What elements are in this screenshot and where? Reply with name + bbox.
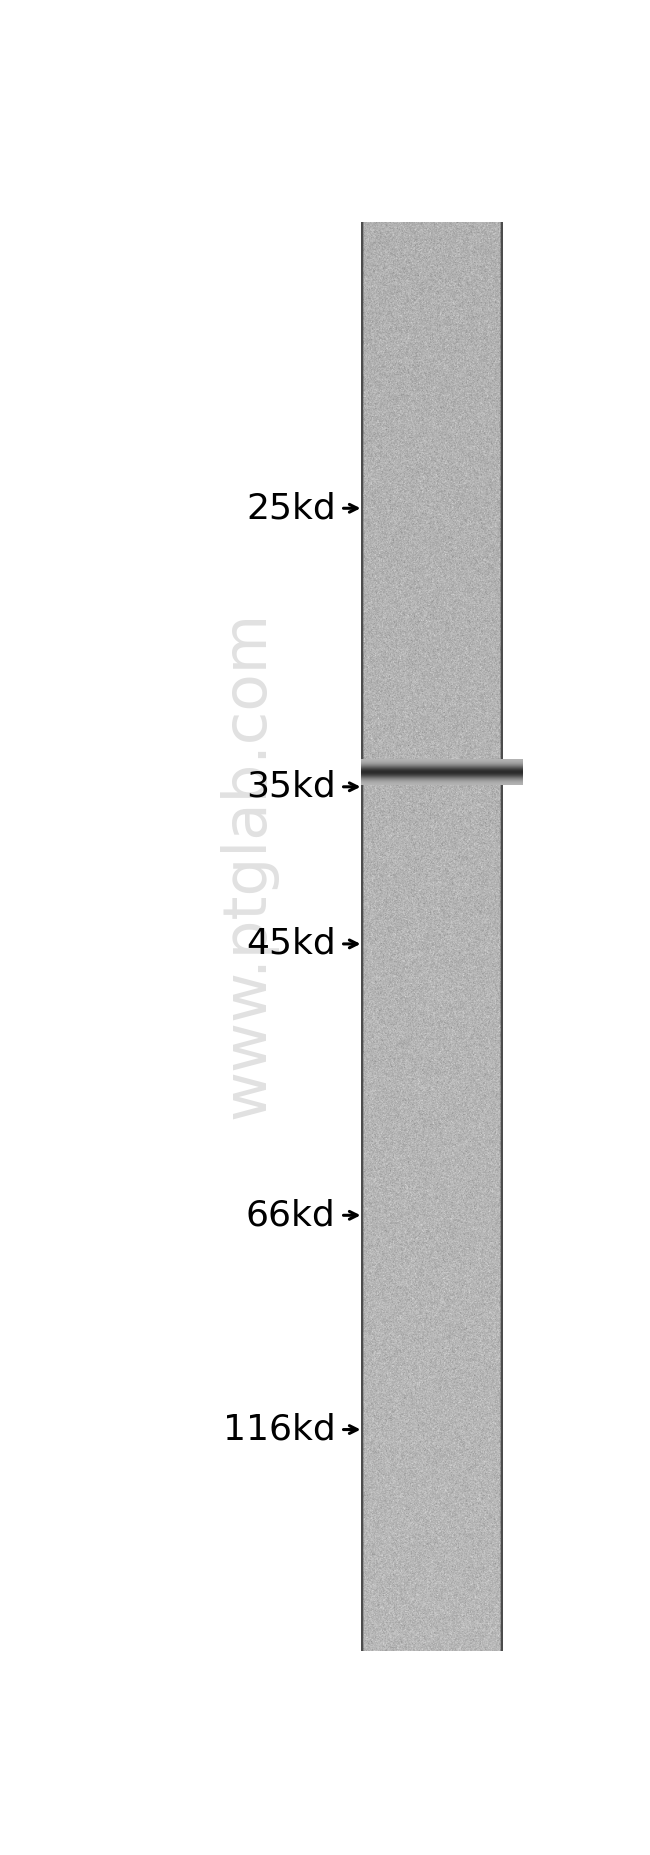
Text: 45kd: 45kd — [246, 928, 335, 961]
Text: 116kd: 116kd — [223, 1412, 335, 1447]
Text: www.ptglab.com: www.ptglab.com — [218, 612, 277, 1119]
Text: 25kd: 25kd — [246, 492, 335, 525]
Text: 66kd: 66kd — [246, 1198, 335, 1232]
Text: 35kd: 35kd — [246, 770, 335, 803]
